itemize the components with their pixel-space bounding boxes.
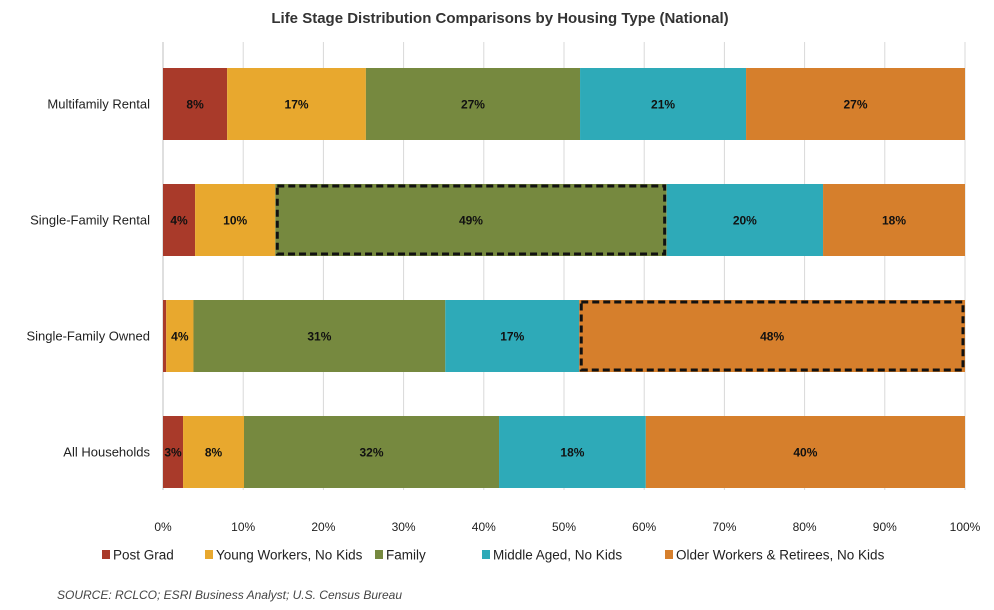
- bar-segment: [445, 300, 580, 372]
- legend-label: Older Workers & Retirees, No Kids: [676, 548, 885, 563]
- data-label: 8%: [186, 98, 204, 112]
- category-label: Single-Family Owned: [26, 329, 150, 344]
- data-label: 21%: [651, 98, 675, 112]
- data-label: 48%: [760, 330, 784, 344]
- category-label: All Households: [63, 445, 150, 460]
- legend-swatch: [375, 550, 383, 559]
- bar-segment: [163, 184, 196, 256]
- bar-segment: [823, 184, 965, 256]
- data-label: 27%: [461, 98, 485, 112]
- category-label: Multifamily Rental: [47, 97, 150, 112]
- data-label: 17%: [285, 98, 309, 112]
- x-tick-label: 70%: [712, 520, 736, 534]
- x-tick-label: 80%: [793, 520, 817, 534]
- data-label: 3%: [164, 446, 182, 460]
- bar-segment: [183, 416, 245, 488]
- bar-segment: [163, 416, 184, 488]
- x-tick-label: 10%: [231, 520, 255, 534]
- bar-segment: [166, 300, 194, 372]
- data-label: 40%: [793, 446, 817, 460]
- bar-segment: [499, 416, 646, 488]
- bar-segment: [244, 416, 500, 488]
- bar-segment: [163, 300, 167, 372]
- data-label: 10%: [223, 214, 247, 228]
- x-tick-label: 30%: [392, 520, 416, 534]
- legend-swatch: [482, 550, 490, 559]
- data-label: 32%: [360, 446, 384, 460]
- data-label: 4%: [171, 330, 189, 344]
- data-label: 27%: [844, 98, 868, 112]
- category-label: Single-Family Rental: [30, 213, 150, 228]
- legend-swatch: [665, 550, 673, 559]
- bar-segment: [365, 68, 581, 140]
- data-label: 8%: [205, 446, 223, 460]
- legend: Post Grad Young Workers, No Kids Family Mid…: [102, 548, 885, 563]
- data-label: 18%: [882, 214, 906, 228]
- legend-swatch: [205, 550, 213, 559]
- x-tick-label: 40%: [472, 520, 496, 534]
- data-label: 4%: [170, 214, 188, 228]
- x-tick-label: 90%: [873, 520, 897, 534]
- bar-segment: [579, 300, 965, 372]
- data-label: 17%: [500, 330, 524, 344]
- x-tick-label: 50%: [552, 520, 576, 534]
- bars: 8% 17% 27% 21% 27% 4% 10% 49% 20% 18% 4% 31% 17% 48% 3…: [163, 68, 965, 488]
- x-axis-ticks: 0% 10% 20% 30% 40% 50% 60% 70% 80% 90% 100%: [154, 520, 980, 534]
- bar-segment: [645, 416, 965, 488]
- bar-segment: [227, 68, 366, 140]
- data-label: 31%: [307, 330, 331, 344]
- bar-segment: [275, 184, 667, 256]
- data-label: 49%: [459, 214, 483, 228]
- bar-segment: [163, 68, 228, 140]
- highlight-box: [275, 184, 667, 256]
- bar-segment: [580, 68, 747, 140]
- category-labels: Multifamily Rental Single-Family Rental Si…: [26, 97, 150, 460]
- legend-swatch: [102, 550, 110, 559]
- highlight-box: [579, 300, 965, 372]
- chart-title: Life Stage Distribution Comparisons by H…: [271, 10, 729, 27]
- x-tick-label: 100%: [950, 520, 981, 534]
- x-tick-label: 20%: [311, 520, 335, 534]
- source-note: SOURCE: RCLCO; ESRI Business Analyst; U.…: [57, 588, 403, 602]
- bar-segment: [666, 184, 824, 256]
- data-label: 18%: [560, 446, 584, 460]
- legend-label: Young Workers, No Kids: [216, 548, 363, 563]
- data-label: 20%: [733, 214, 757, 228]
- highlight-boxes: [275, 184, 965, 372]
- x-tick-label: 0%: [154, 520, 172, 534]
- legend-label: Family: [386, 548, 426, 563]
- bar-segment: [193, 300, 446, 372]
- chart-area: 8% 17% 27% 21% 27% 4% 10% 49% 20% 18% 4% 31% 17% 48% 3…: [26, 42, 981, 563]
- legend-label: Middle Aged, No Kids: [493, 548, 622, 563]
- bar-segment: [195, 184, 276, 256]
- bar-segment: [746, 68, 965, 140]
- x-tick-label: 60%: [632, 520, 656, 534]
- legend-label: Post Grad: [113, 548, 174, 563]
